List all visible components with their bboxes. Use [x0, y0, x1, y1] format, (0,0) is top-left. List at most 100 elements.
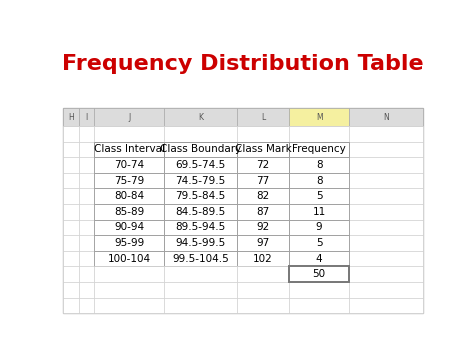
- Bar: [63, 297, 80, 313]
- Bar: [63, 220, 80, 235]
- Text: 99.5-104.5: 99.5-104.5: [173, 253, 229, 264]
- Bar: [94, 266, 164, 282]
- Bar: [80, 297, 94, 313]
- Bar: [164, 142, 237, 157]
- Bar: [63, 251, 80, 266]
- Bar: [80, 235, 94, 251]
- Bar: [349, 235, 423, 251]
- Bar: [349, 126, 423, 142]
- Text: Class Mark: Class Mark: [235, 144, 292, 154]
- Bar: [94, 204, 164, 220]
- Text: 95-99: 95-99: [114, 238, 144, 248]
- Bar: [237, 235, 289, 251]
- Text: 9: 9: [316, 222, 322, 233]
- Bar: [94, 297, 164, 313]
- Text: 72: 72: [256, 160, 270, 170]
- Bar: [237, 251, 289, 266]
- Bar: [63, 126, 80, 142]
- Bar: [63, 266, 80, 282]
- Bar: [349, 204, 423, 220]
- Bar: [164, 266, 237, 282]
- Bar: [94, 235, 164, 251]
- Bar: [349, 220, 423, 235]
- Text: 11: 11: [312, 207, 326, 217]
- Bar: [164, 251, 237, 266]
- Bar: [349, 157, 423, 173]
- Bar: [237, 189, 289, 204]
- Bar: [164, 189, 237, 204]
- Bar: [63, 108, 423, 313]
- Bar: [164, 251, 237, 266]
- Text: 75-79: 75-79: [114, 176, 144, 186]
- Bar: [237, 204, 289, 220]
- Bar: [349, 282, 423, 297]
- Bar: [80, 251, 94, 266]
- Bar: [289, 251, 349, 266]
- Bar: [237, 142, 289, 157]
- Text: Class Boundary: Class Boundary: [160, 144, 241, 154]
- Bar: [94, 204, 164, 220]
- Bar: [63, 173, 80, 189]
- Bar: [94, 108, 164, 126]
- Bar: [237, 173, 289, 189]
- Bar: [164, 235, 237, 251]
- Text: 84.5-89.5: 84.5-89.5: [175, 207, 226, 217]
- Bar: [289, 220, 349, 235]
- Text: 82: 82: [256, 191, 270, 201]
- Bar: [164, 297, 237, 313]
- Bar: [80, 204, 94, 220]
- Text: 70-74: 70-74: [114, 160, 144, 170]
- Bar: [94, 126, 164, 142]
- Text: H: H: [68, 113, 74, 122]
- Bar: [237, 189, 289, 204]
- Bar: [94, 235, 164, 251]
- Text: 50: 50: [312, 269, 326, 279]
- Bar: [94, 220, 164, 235]
- Bar: [80, 157, 94, 173]
- Bar: [289, 235, 349, 251]
- Text: 8: 8: [316, 160, 322, 170]
- Bar: [289, 108, 349, 126]
- Bar: [94, 251, 164, 266]
- Text: Class Interval: Class Interval: [93, 144, 164, 154]
- Bar: [164, 108, 237, 126]
- Text: 79.5-84.5: 79.5-84.5: [175, 191, 226, 201]
- Bar: [237, 173, 289, 189]
- Bar: [94, 157, 164, 173]
- Bar: [289, 142, 349, 157]
- Bar: [164, 266, 237, 282]
- Bar: [164, 235, 237, 251]
- Bar: [289, 220, 349, 235]
- Bar: [94, 189, 164, 204]
- Text: I: I: [86, 113, 88, 122]
- Bar: [164, 189, 237, 204]
- Bar: [164, 142, 237, 157]
- Bar: [289, 266, 349, 282]
- Bar: [289, 266, 349, 282]
- Bar: [63, 204, 80, 220]
- Text: 4: 4: [316, 253, 322, 264]
- Bar: [237, 157, 289, 173]
- Bar: [164, 173, 237, 189]
- Bar: [289, 126, 349, 142]
- Bar: [94, 142, 164, 157]
- Bar: [349, 173, 423, 189]
- Bar: [237, 297, 289, 313]
- Bar: [94, 189, 164, 204]
- Bar: [237, 282, 289, 297]
- Text: 94.5-99.5: 94.5-99.5: [175, 238, 226, 248]
- Bar: [289, 173, 349, 189]
- Bar: [94, 251, 164, 266]
- Bar: [237, 220, 289, 235]
- Text: 80-84: 80-84: [114, 191, 144, 201]
- Bar: [164, 220, 237, 235]
- Bar: [80, 189, 94, 204]
- Text: 5: 5: [316, 238, 322, 248]
- Bar: [237, 157, 289, 173]
- Bar: [289, 189, 349, 204]
- Bar: [237, 142, 289, 157]
- Bar: [80, 173, 94, 189]
- Bar: [63, 282, 80, 297]
- Bar: [289, 173, 349, 189]
- Bar: [80, 126, 94, 142]
